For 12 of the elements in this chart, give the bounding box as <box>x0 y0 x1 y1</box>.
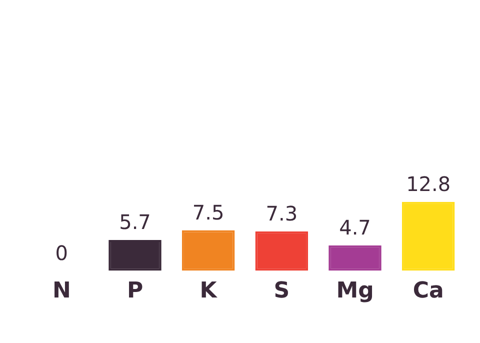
x-tick-label: Ca <box>412 278 444 304</box>
data-label: 7.5 <box>192 200 224 225</box>
x-tick-label: S <box>274 278 290 304</box>
data-label: 7.3 <box>266 202 298 226</box>
data-label: 12.8 <box>406 172 451 196</box>
x-tick-label: N <box>52 278 71 304</box>
data-label: 5.7 <box>119 210 151 234</box>
x-tick-label: K <box>200 278 218 304</box>
data-label: 0 <box>55 240 68 265</box>
data-label: 4.7 <box>339 216 371 240</box>
x-tick-label: Mg <box>336 278 374 304</box>
x-tick-label: P <box>126 278 144 304</box>
